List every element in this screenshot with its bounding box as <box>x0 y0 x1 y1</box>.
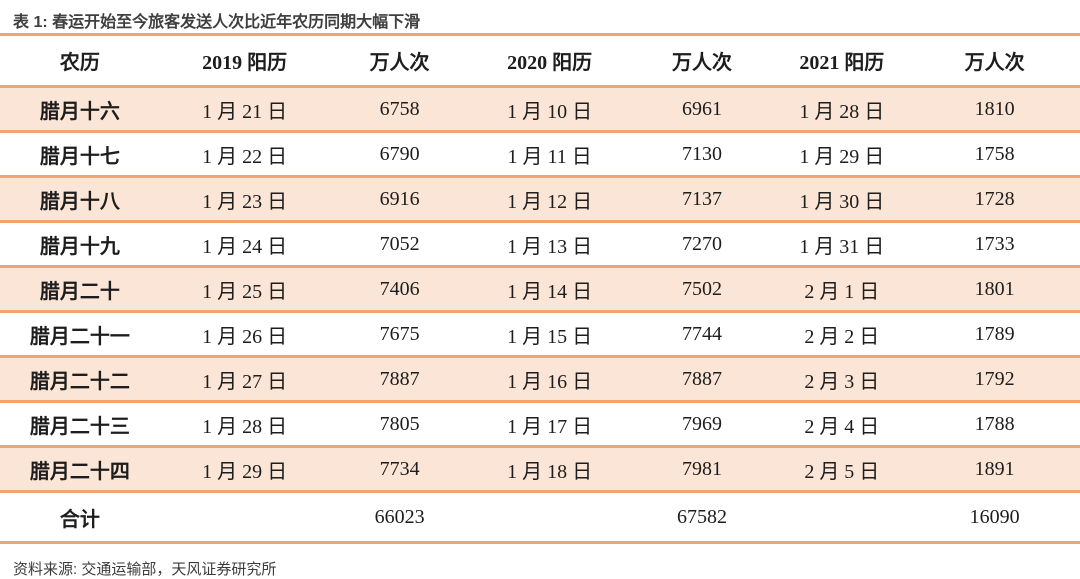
table-cell: 7805 <box>379 412 420 435</box>
total-cell: 67582 <box>629 491 775 543</box>
table-cell: 6961 <box>681 97 722 120</box>
table-cell: 1 月 29 日 <box>799 145 885 168</box>
table-cell: 7130 <box>681 142 722 165</box>
column-header: 2019 阳历 <box>159 36 330 88</box>
table-cell: 1 月 22 日 <box>202 145 288 168</box>
table-cell: 1 月 26 日 <box>202 325 288 348</box>
table-cell: 1891 <box>974 457 1015 480</box>
lunar-date-cell: 腊月十九 <box>39 235 120 258</box>
total-label: 合计 <box>0 491 160 543</box>
table-cell: 1 月 10 日 <box>507 100 593 123</box>
source-note: 资料来源: 交通运输部，天风证券研究所 <box>13 561 277 578</box>
column-header: 万人次 <box>629 36 775 88</box>
table-cell: 1789 <box>974 322 1015 345</box>
table-cell: 1 月 12 日 <box>507 190 593 213</box>
table-cell: 1 月 16 日 <box>507 370 593 393</box>
table-cell: 1788 <box>974 412 1015 435</box>
table-cell: 1758 <box>974 142 1015 165</box>
lunar-date-cell: 腊月二十四 <box>29 460 130 483</box>
column-header: 2020 阳历 <box>469 36 630 88</box>
lunar-date-cell: 腊月二十一 <box>29 325 130 348</box>
table-cell: 2 月 2 日 <box>804 325 880 348</box>
table-cell: 1 月 13 日 <box>507 235 593 258</box>
table-cell: 2 月 4 日 <box>804 415 880 438</box>
table-cell: 6758 <box>379 97 420 120</box>
table-cell: 2 月 1 日 <box>804 280 880 303</box>
lunar-date-cell: 腊月二十三 <box>29 415 130 438</box>
table-cell: 1810 <box>974 97 1015 120</box>
total-row: 合计 66023 67582 16090 <box>0 491 1080 543</box>
table-row: 腊月十八 1 月 23 日 6916 1 月 12 日 7137 1 月 30 日 1728 <box>0 176 1080 222</box>
column-header: 万人次 <box>909 36 1080 88</box>
table-cell: 1 月 30 日 <box>799 190 885 213</box>
table-cell: 1 月 17 日 <box>507 415 593 438</box>
table-cell: 1 月 29 日 <box>202 460 288 483</box>
table-cell: 7887 <box>681 367 722 390</box>
table-row: 腊月二十三 1 月 28 日 7805 1 月 17 日 7969 2 月 4 日 1788 <box>0 402 1080 447</box>
table-cell: 2 月 3 日 <box>804 370 880 393</box>
column-header: 万人次 <box>329 36 470 88</box>
table-cell: 6916 <box>379 187 420 210</box>
table-cell: 1728 <box>974 187 1015 210</box>
table-cell: 6790 <box>379 142 420 165</box>
total-cell <box>469 491 630 543</box>
lunar-date-cell: 腊月十六 <box>39 100 120 123</box>
table-cell: 1 月 11 日 <box>507 145 592 168</box>
total-cell <box>774 491 910 543</box>
table-cell: 1 月 25 日 <box>202 280 288 303</box>
table-cell: 1 月 24 日 <box>202 235 288 258</box>
table-cell: 1 月 31 日 <box>799 235 885 258</box>
table-cell: 1 月 15 日 <box>507 325 593 348</box>
table-cell: 2 月 5 日 <box>804 460 880 483</box>
lunar-date-cell: 腊月十七 <box>39 145 120 168</box>
table-cell: 1733 <box>974 232 1015 255</box>
table-cell: 1 月 21 日 <box>202 100 288 123</box>
table-cell: 1792 <box>974 367 1015 390</box>
total-cell: 66023 <box>329 491 470 543</box>
table-header: 农历 2019 阳历 万人次 2020 阳历 万人次 2021 阳历 万人次 <box>0 36 1080 88</box>
table-cell: 1 月 14 日 <box>507 280 593 303</box>
column-header: 2021 阳历 <box>774 36 910 88</box>
table-cell: 7406 <box>379 277 420 300</box>
table-row: 腊月十七 1 月 22 日 6790 1 月 11 日 7130 1 月 29 日 1758 <box>0 132 1080 177</box>
table-row: 腊月二十二 1 月 27 日 7887 1 月 16 日 7887 2 月 3 日 1792 <box>0 356 1080 402</box>
table-row: 腊月十六 1 月 21 日 6758 1 月 10 日 6961 1 月 28 日 1810 <box>0 86 1080 132</box>
spring-festival-passenger-table: 农历 2019 阳历 万人次 2020 阳历 万人次 2021 阳历 万人次 腊月十六 1 月… <box>0 36 1080 544</box>
lunar-date-cell: 腊月二十二 <box>29 370 130 393</box>
total-cell <box>159 491 330 543</box>
table-cell: 1 月 28 日 <box>799 100 885 123</box>
table-title: 表 1: 春运开始至今旅客发送人次比近年农历同期大幅下滑 <box>0 0 1080 36</box>
table-cell: 7734 <box>379 457 420 480</box>
table-row: 腊月十九 1 月 24 日 7052 1 月 13 日 7270 1 月 31 日 1733 <box>0 222 1080 267</box>
table-cell: 7675 <box>379 322 420 345</box>
table-cell: 7981 <box>681 457 722 480</box>
table-cell: 7744 <box>681 322 722 345</box>
table-cell: 1 月 27 日 <box>202 370 288 393</box>
table-cell: 7270 <box>681 232 722 255</box>
header-row: 农历 2019 阳历 万人次 2020 阳历 万人次 2021 阳历 万人次 <box>0 36 1080 88</box>
table-cell: 7887 <box>379 367 420 390</box>
total-cell: 16090 <box>909 491 1080 543</box>
lunar-date-cell: 腊月十八 <box>39 190 120 213</box>
lunar-date-cell: 腊月二十 <box>39 280 120 303</box>
column-header: 农历 <box>0 36 160 88</box>
table-cell: 7502 <box>681 277 722 300</box>
table-cell: 7969 <box>681 412 722 435</box>
table-row: 腊月二十 1 月 25 日 7406 1 月 14 日 7502 2 月 1 日 1801 <box>0 266 1080 312</box>
table-cell: 7137 <box>681 187 722 210</box>
table-cell: 1 月 18 日 <box>507 460 593 483</box>
table-row: 腊月二十四 1 月 29 日 7734 1 月 18 日 7981 2 月 5 日 1891 <box>0 446 1080 492</box>
table-cell: 1 月 23 日 <box>202 190 288 213</box>
table-cell: 1 月 28 日 <box>202 415 288 438</box>
table-cell: 7052 <box>379 232 420 255</box>
table-cell: 1801 <box>974 277 1015 300</box>
table-row: 腊月二十一 1 月 26 日 7675 1 月 15 日 7744 2 月 2 日 1789 <box>0 312 1080 357</box>
